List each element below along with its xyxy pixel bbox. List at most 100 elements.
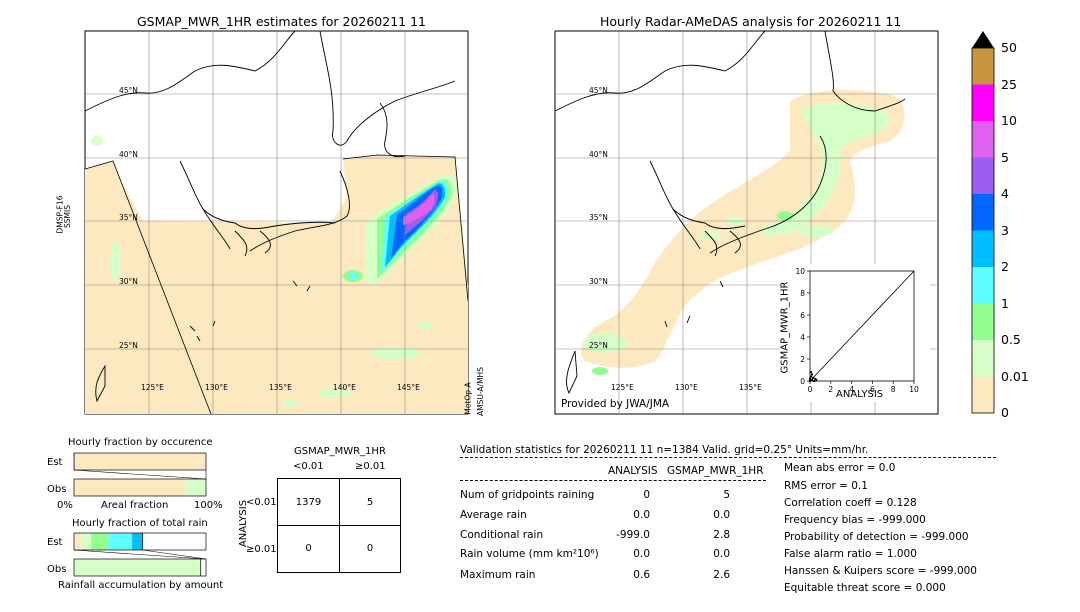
fraction-bar-segment xyxy=(80,533,92,550)
scatter-point xyxy=(810,371,813,374)
left-lon-label-145: 145°E xyxy=(397,383,420,392)
score-ets: Equitable threat score = 0.000 xyxy=(784,582,946,594)
rain-fraction-est-label: Est xyxy=(47,537,63,548)
fraction-bar-segment xyxy=(74,533,81,550)
fraction-bar-segment xyxy=(132,533,143,550)
score-hk: Hanssen & Kuipers score = -999.000 xyxy=(784,565,977,577)
validation-col2: GSMAP_MWR_1HR xyxy=(667,465,764,477)
right-lon-label-135: 135°E xyxy=(739,383,762,392)
validation-row-label: Rain volume (mm km²10⁶) xyxy=(460,548,599,560)
left-lat-label-30: 30°N xyxy=(119,277,138,286)
score-frequency-bias: Frequency bias = -999.000 xyxy=(784,514,926,526)
scatter-point xyxy=(812,376,815,379)
right-lat-label-30: 30°N xyxy=(589,277,608,286)
left-lat-label-45: 45°N xyxy=(119,86,138,95)
colorbar-frame xyxy=(971,47,995,414)
right-lat-label-25: 25°N xyxy=(589,341,608,350)
right-lon-label-130: 130°E xyxy=(675,383,698,392)
scatter-y-tick-label: 8 xyxy=(800,289,805,298)
left-rain-field xyxy=(91,136,457,407)
fraction-bar-segment xyxy=(91,533,109,550)
contingency-cell-01: 5 xyxy=(366,497,374,508)
scatter-y-tick-label: 0 xyxy=(800,377,805,386)
fraction-connector xyxy=(73,549,207,560)
scatter-y-tick-label: 2 xyxy=(800,355,805,364)
colorbar-segment xyxy=(972,303,994,340)
colorbar-label: 0.01 xyxy=(1001,368,1029,384)
validation-row-gsmap: 0.0 xyxy=(713,509,730,521)
scatter-x-tick-label: 2 xyxy=(828,385,833,394)
score-mean-abs-error: Mean abs error = 0.0 xyxy=(784,462,896,474)
colorbar-segment xyxy=(972,340,994,377)
contingency-cell-00: 1379 xyxy=(295,497,322,508)
colorbar-segment xyxy=(972,267,994,304)
scatter-x-tick-label: 4 xyxy=(849,385,854,394)
left-coastlines xyxy=(84,30,456,403)
scatter-diagonal xyxy=(809,270,915,382)
right-coastlines xyxy=(554,30,906,395)
left-lon-label-135: 135°E xyxy=(269,383,292,392)
left-swath-japan xyxy=(343,155,457,199)
fraction-bar-frame xyxy=(73,558,207,577)
left-lat-label-25: 25°N xyxy=(119,341,138,350)
colorbar xyxy=(971,31,995,414)
fraction-bar-frame xyxy=(73,532,207,551)
contingency-title: GSMAP_MWR_1HR xyxy=(294,446,386,457)
occurrence-xlabel: Areal fraction xyxy=(101,500,169,511)
colorbar-segment xyxy=(972,230,994,267)
validation-row-analysis: 0.0 xyxy=(633,509,650,521)
left-swath-west xyxy=(85,161,211,414)
fraction-connector xyxy=(142,549,207,560)
rain-fraction-xlabel: Rainfall accumulation by amount xyxy=(58,580,224,591)
left-map xyxy=(84,30,469,415)
colorbar-segment xyxy=(972,376,994,413)
validation-row-analysis: -999.0 xyxy=(616,529,650,541)
right-lon-label-125: 125°E xyxy=(611,383,634,392)
validation-row-label: Maximum rain xyxy=(460,569,536,581)
score-pod: Probability of detection = -999.000 xyxy=(784,531,969,543)
validation-row-label: Average rain xyxy=(460,509,527,521)
scatter-x-tick-label: 10 xyxy=(909,385,919,394)
validation-divider-mid xyxy=(460,480,766,481)
colorbar-label: 5 xyxy=(1001,149,1009,165)
colorbar-label: 10 xyxy=(1001,113,1017,128)
contingency-table: 1379 5 0 0 xyxy=(277,478,401,573)
right-lat-label-45: 45°N xyxy=(589,86,608,95)
rain-fraction-chart xyxy=(73,532,207,577)
colorbar-label: 0 xyxy=(1001,405,1009,420)
validation-col1: ANALYSIS xyxy=(608,465,658,477)
occurrence-tick-100: 100% xyxy=(194,500,223,511)
right-sensor-label-2: AMSU-A/MHS xyxy=(475,367,485,416)
colorbar-segment xyxy=(972,48,994,85)
validation-row-gsmap: 2.6 xyxy=(713,569,730,581)
validation-row-gsmap: 5 xyxy=(723,489,730,501)
left-lon-label-130: 130°E xyxy=(205,383,228,392)
validation-row-label: Conditional rain xyxy=(460,529,544,541)
colorbar-label: 2 xyxy=(1001,259,1009,274)
fraction-connector xyxy=(73,469,207,480)
validation-row-analysis: 0.0 xyxy=(633,548,650,560)
left-lat-label-35: 35°N xyxy=(119,213,138,222)
fraction-bar-segment xyxy=(108,533,133,550)
score-far: False alarm ratio = 1.000 xyxy=(784,548,917,560)
right-map-title: Hourly Radar-AMeDAS analysis for 2026021… xyxy=(600,14,902,29)
scatter-ylabel: GSMAP_MWR_1HR xyxy=(779,281,791,374)
occurrence-chart xyxy=(73,452,207,497)
contingency-col-label-2: ≥0.01 xyxy=(355,461,386,472)
scatter-y-tick-label: 6 xyxy=(800,311,805,320)
scatter-point xyxy=(810,375,813,378)
fraction-bar-segment xyxy=(184,479,206,496)
score-correlation: Correlation coeff = 0.128 xyxy=(784,497,917,509)
left-map-title: GSMAP_MWR_1HR estimates for 20260211 11 xyxy=(137,14,426,29)
rain-fraction-title: Hourly fraction of total rain xyxy=(72,518,208,529)
fraction-bar-segment xyxy=(74,559,201,576)
colorbar-over-triangle xyxy=(972,31,994,48)
colorbar-label: 0.5 xyxy=(1001,332,1021,347)
right-sensor-label-1: MetOp-A xyxy=(463,382,473,415)
colorbar-label: 1 xyxy=(1001,295,1009,311)
scatter-point xyxy=(811,378,814,381)
colorbar-segment xyxy=(972,121,994,158)
scatter-point xyxy=(809,377,811,380)
left-lon-label-140: 140°E xyxy=(333,383,356,392)
validation-row-gsmap: 0.0 xyxy=(713,548,730,560)
